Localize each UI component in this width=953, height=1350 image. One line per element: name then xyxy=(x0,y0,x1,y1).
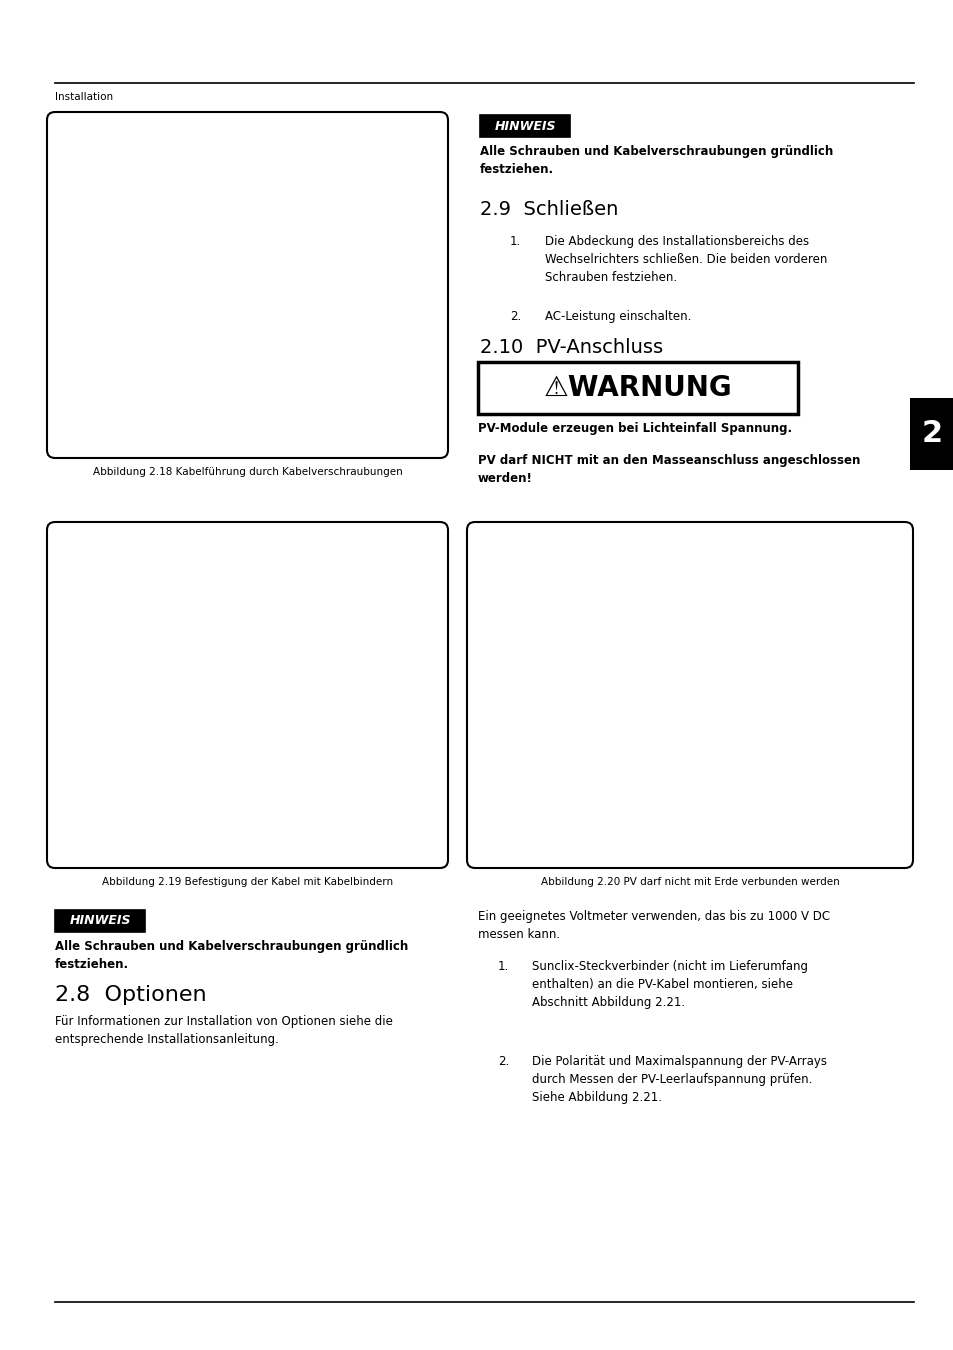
Text: ⚠WARNUNG: ⚠WARNUNG xyxy=(543,374,732,402)
Text: Alle Schrauben und Kabelverschraubungen gründlich
festziehen.: Alle Schrauben und Kabelverschraubungen … xyxy=(479,144,832,176)
Text: 2.10  PV-Anschluss: 2.10 PV-Anschluss xyxy=(479,338,662,356)
Text: 2.9  Schließen: 2.9 Schließen xyxy=(479,200,618,219)
Text: 1.: 1. xyxy=(497,960,509,973)
Text: Die Polarität und Maximalspannung der PV-Arrays
durch Messen der PV-Leerlaufspan: Die Polarität und Maximalspannung der PV… xyxy=(532,1054,826,1104)
Text: 2.: 2. xyxy=(497,1054,509,1068)
Bar xyxy=(477,362,797,414)
Text: Alle Schrauben und Kabelverschraubungen gründlich
festziehen.: Alle Schrauben und Kabelverschraubungen … xyxy=(55,940,408,971)
Text: Für Informationen zur Installation von Optionen siehe die
entsprechende Installa: Für Informationen zur Installation von O… xyxy=(55,1015,393,1046)
Text: AC-Leistung einschalten.: AC-Leistung einschalten. xyxy=(544,310,691,323)
Text: Die Abdeckung des Installationsbereichs des
Wechselrichters schließen. Die beide: Die Abdeckung des Installationsbereichs … xyxy=(544,235,826,284)
Text: HINWEIS: HINWEIS xyxy=(70,914,131,927)
Bar xyxy=(55,910,145,932)
FancyBboxPatch shape xyxy=(467,522,912,868)
Text: 2.8  Optionen: 2.8 Optionen xyxy=(55,986,207,1004)
Bar xyxy=(479,115,569,136)
Text: 1.: 1. xyxy=(510,235,520,248)
Text: Abbildung 2.18 Kabelführung durch Kabelverschraubungen: Abbildung 2.18 Kabelführung durch Kabelv… xyxy=(92,467,402,477)
Text: Abbildung 2.20 PV darf nicht mit Erde verbunden werden: Abbildung 2.20 PV darf nicht mit Erde ve… xyxy=(540,878,839,887)
Text: HINWEIS: HINWEIS xyxy=(494,120,556,132)
Text: PV-Module erzeugen bei Lichteinfall Spannung.: PV-Module erzeugen bei Lichteinfall Span… xyxy=(477,423,791,435)
Text: 2.: 2. xyxy=(510,310,520,323)
Text: Abbildung 2.19 Befestigung der Kabel mit Kabelbindern: Abbildung 2.19 Befestigung der Kabel mit… xyxy=(102,878,393,887)
FancyBboxPatch shape xyxy=(47,522,448,868)
Text: Installation: Installation xyxy=(55,92,113,103)
Bar xyxy=(909,398,953,470)
FancyBboxPatch shape xyxy=(47,112,448,458)
Text: 2: 2 xyxy=(921,420,942,448)
Text: Ein geeignetes Voltmeter verwenden, das bis zu 1000 V DC
messen kann.: Ein geeignetes Voltmeter verwenden, das … xyxy=(477,910,829,941)
Text: PV darf NICHT mit an den Masseanschluss angeschlossen
werden!: PV darf NICHT mit an den Masseanschluss … xyxy=(477,454,860,485)
Text: Sunclix-Steckverbinder (nicht im Lieferumfang
enthalten) an die PV-Kabel montier: Sunclix-Steckverbinder (nicht im Lieferu… xyxy=(532,960,807,1008)
